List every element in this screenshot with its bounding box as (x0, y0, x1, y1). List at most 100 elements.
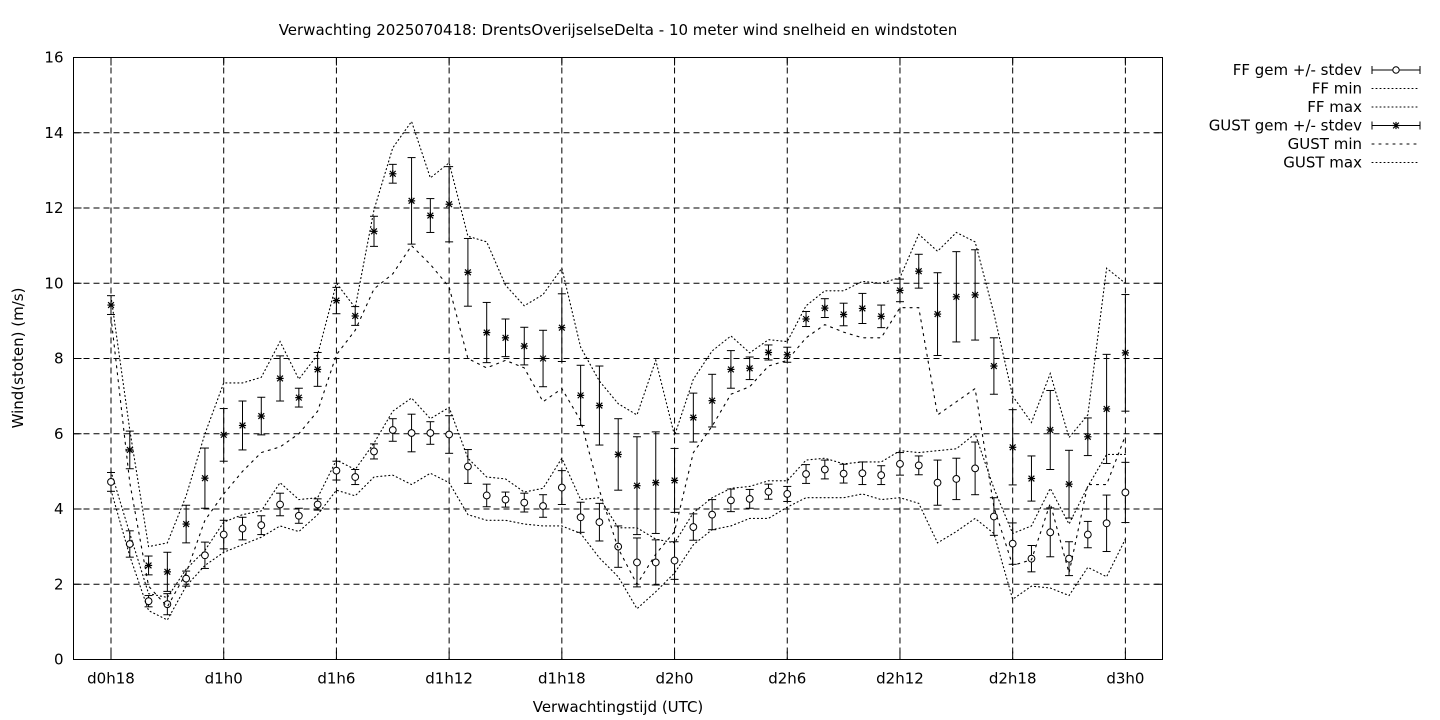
star-stroke (520, 342, 528, 350)
data-point (370, 227, 378, 235)
data-point (727, 365, 735, 374)
star-stroke (239, 422, 246, 429)
data-point (1121, 349, 1129, 357)
data-point (238, 524, 247, 533)
data-point (990, 362, 998, 370)
axis-ticks: 0 2 4 6 8 10 12 14 16 d0h18 d1h0 d1h6 d1h12 d1h18 d2h0… (44, 49, 1163, 688)
star-stroke (389, 170, 397, 178)
star-stroke (408, 197, 415, 205)
data-point (539, 354, 547, 363)
plot-series (107, 120, 1130, 621)
star-stroke (652, 479, 660, 486)
x-tick-label: d2h18 (989, 670, 1037, 688)
data-point (1102, 519, 1111, 528)
star-stroke (164, 568, 171, 576)
series-gust-max (110, 120, 1126, 548)
data-point (1046, 528, 1055, 537)
data-point (858, 469, 867, 478)
data-point (651, 558, 660, 567)
series-line (110, 244, 1126, 608)
x-tick-label: d1h6 (317, 670, 355, 688)
x-tick-label: d2h6 (768, 670, 806, 688)
data-point (595, 518, 604, 527)
y-tick-label: 8 (54, 350, 64, 368)
data-point (201, 474, 209, 482)
star-stroke (633, 482, 641, 489)
data-point (933, 478, 942, 487)
data-point (163, 568, 171, 576)
data-point (370, 447, 378, 456)
data-point (182, 520, 190, 528)
grid (73, 57, 1163, 660)
legend-marker (1392, 66, 1400, 74)
data-point (220, 431, 228, 439)
star-stroke (990, 362, 998, 370)
data-point (1121, 488, 1130, 497)
series-line (110, 120, 1126, 548)
y-tick-label: 4 (54, 500, 64, 518)
data-point (389, 170, 397, 178)
star-stroke (1392, 122, 1400, 129)
star-stroke (840, 311, 847, 318)
data-point (107, 301, 115, 309)
data-point (1009, 443, 1017, 451)
data-point (483, 328, 491, 337)
data-point (896, 459, 904, 468)
star-stroke (971, 291, 979, 299)
star-stroke (746, 364, 753, 372)
star-stroke (577, 392, 584, 399)
data-point (219, 530, 228, 539)
star-stroke (1028, 475, 1035, 482)
data-point (426, 429, 435, 437)
data-point (783, 351, 791, 359)
legend-item-ff-min: FF min (1312, 80, 1421, 98)
y-axis-label: Wind(stoten) (m/s) (9, 288, 27, 429)
star-stroke (934, 310, 941, 318)
data-point (332, 466, 341, 475)
data-point (1084, 433, 1092, 441)
y-tick-label: 0 (54, 651, 64, 669)
star-stroke (614, 451, 622, 458)
data-point (501, 495, 510, 504)
data-point (1065, 554, 1073, 563)
star-stroke (314, 366, 321, 373)
star-stroke (671, 477, 678, 484)
data-point (464, 462, 472, 471)
legend-item-gust-min: GUST min (1288, 135, 1421, 153)
data-point (520, 498, 529, 507)
x-tick-label: d1h18 (538, 670, 586, 688)
data-point (764, 348, 773, 357)
data-point (201, 551, 209, 560)
legend-label: FF min (1312, 80, 1362, 98)
star-stroke (783, 351, 791, 359)
star-stroke (201, 474, 209, 482)
star-stroke (1046, 426, 1054, 434)
star-stroke (276, 375, 284, 382)
data-point (426, 211, 434, 220)
data-point (1027, 474, 1036, 483)
data-point (989, 512, 998, 521)
data-point (238, 421, 247, 430)
y-tick-label: 10 (44, 274, 63, 292)
star-stroke (558, 324, 566, 331)
star-stroke (445, 200, 453, 208)
star-stroke (1103, 405, 1110, 413)
data-point (144, 597, 153, 606)
data-point (708, 510, 717, 519)
data-point (313, 500, 322, 509)
data-point (257, 412, 265, 420)
data-point (351, 473, 360, 481)
data-point (577, 391, 585, 399)
data-point (840, 310, 848, 319)
star-stroke (295, 394, 303, 401)
legend-item-gust-gem-stdev: GUST gem +/- stdev (1209, 117, 1421, 135)
y-tick-label: 14 (44, 124, 63, 142)
data-point (464, 268, 472, 276)
data-point (295, 394, 303, 402)
data-point (745, 494, 754, 503)
data-point (351, 312, 359, 320)
series-ff-max (110, 397, 1126, 599)
chart-title: Verwachting 2025070418: DrentsOverijsels… (279, 21, 958, 39)
star-stroke (427, 212, 434, 219)
